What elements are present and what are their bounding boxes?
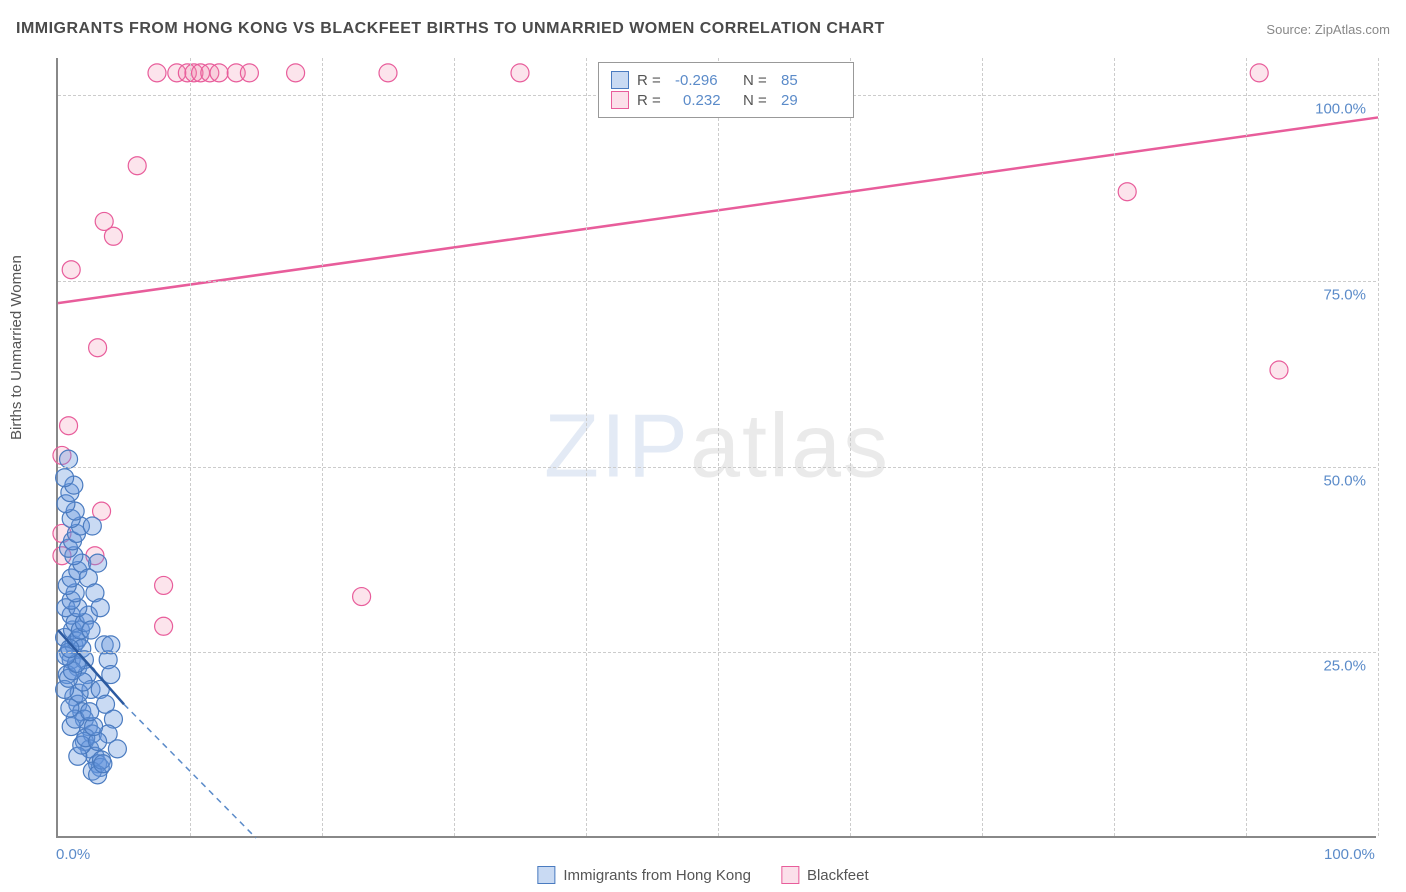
r-value-blue: -0.296 [675,72,735,89]
swatch-pink-icon [781,866,799,884]
scatter-svg [58,58,1376,836]
plot-area: ZIPatlas R = -0.296 N = 85 R = 0.232 N =… [56,58,1376,838]
data-point-pink [1118,183,1136,201]
data-point-pink [511,64,529,82]
grid-line-v [1114,58,1115,836]
data-point-blue [83,517,101,535]
n-label: N = [743,92,773,109]
y-tick-label: 100.0% [1315,101,1366,118]
series-legend: Immigrants from Hong Kong Blackfeet [537,866,868,884]
data-point-pink [89,339,107,357]
data-point-pink [1270,361,1288,379]
y-tick-label: 25.0% [1323,658,1366,675]
data-point-pink [1250,64,1268,82]
data-point-blue [91,599,109,617]
data-point-pink [379,64,397,82]
data-point-pink [62,261,80,279]
r-value-pink: 0.232 [675,92,735,109]
y-axis-label: Births to Unmarried Women [8,255,25,440]
x-tick-label: 0.0% [56,846,90,863]
data-point-blue [81,703,99,721]
y-tick-label: 50.0% [1323,472,1366,489]
n-value-pink: 29 [781,92,841,109]
grid-line-v [586,58,587,836]
source-label: Source: ZipAtlas.com [1266,22,1390,37]
y-tick-label: 75.0% [1323,286,1366,303]
grid-line-v [1378,58,1379,836]
data-point-blue [60,450,78,468]
swatch-blue-icon [611,71,629,89]
grid-line-h [58,467,1376,468]
data-point-pink [155,576,173,594]
correlation-legend: R = -0.296 N = 85 R = 0.232 N = 29 [598,62,854,118]
data-point-pink [210,64,228,82]
data-point-blue [56,469,74,487]
legend-label: Blackfeet [807,867,869,884]
data-point-pink [353,588,371,606]
grid-line-h [58,652,1376,653]
data-point-pink [155,617,173,635]
grid-line-v [454,58,455,836]
grid-line-v [322,58,323,836]
legend-label: Immigrants from Hong Kong [563,867,751,884]
swatch-blue-icon [537,866,555,884]
grid-line-v [850,58,851,836]
legend-row-pink: R = 0.232 N = 29 [611,91,841,109]
source-link[interactable]: ZipAtlas.com [1315,22,1390,37]
n-label: N = [743,72,773,89]
grid-line-v [1246,58,1247,836]
legend-item-blackfeet: Blackfeet [781,866,869,884]
legend-item-hongkong: Immigrants from Hong Kong [537,866,751,884]
swatch-pink-icon [611,91,629,109]
legend-row-blue: R = -0.296 N = 85 [611,71,841,89]
grid-line-h [58,281,1376,282]
data-point-pink [240,64,258,82]
data-point-pink [128,157,146,175]
grid-line-v [718,58,719,836]
data-point-pink [60,417,78,435]
r-label: R = [637,92,667,109]
r-label: R = [637,72,667,89]
data-point-blue [82,621,100,639]
chart-title: IMMIGRANTS FROM HONG KONG VS BLACKFEET B… [16,20,885,38]
data-point-blue [102,636,120,654]
grid-line-v [982,58,983,836]
data-point-pink [104,227,122,245]
data-point-pink [287,64,305,82]
n-value-blue: 85 [781,72,841,89]
x-tick-label: 100.0% [1324,846,1375,863]
grid-line-v [190,58,191,836]
data-point-blue [108,740,126,758]
data-point-blue [94,755,112,773]
data-point-pink [148,64,166,82]
source-prefix: Source: [1266,22,1311,37]
